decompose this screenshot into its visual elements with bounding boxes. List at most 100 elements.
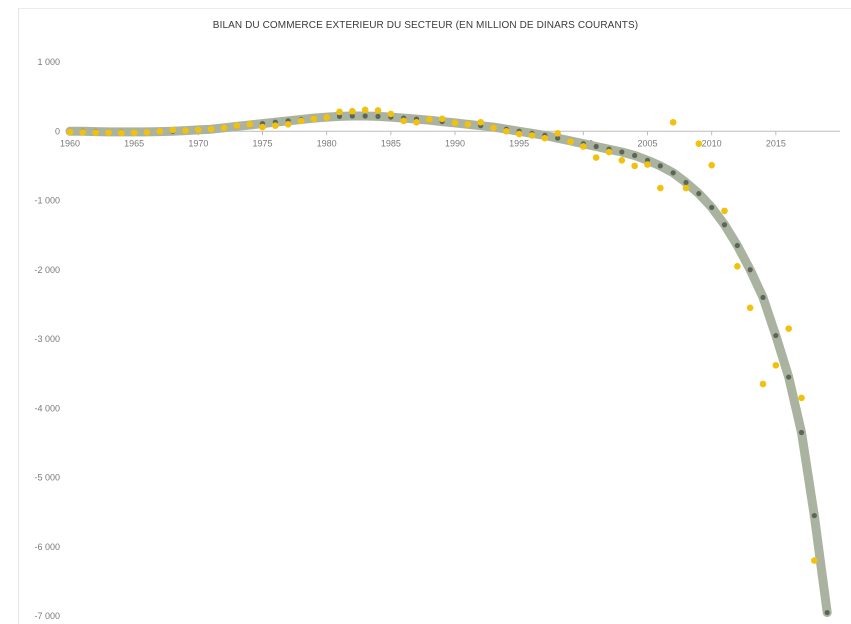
- x-tick-label: 1995: [509, 138, 529, 148]
- data-point: [400, 117, 407, 125]
- data-point: [105, 129, 112, 136]
- data-point: [246, 121, 253, 128]
- data-point: [413, 118, 420, 126]
- trend-point: [721, 222, 728, 228]
- data-point: [79, 128, 87, 136]
- data-point: [605, 148, 613, 156]
- trend-point: [798, 429, 805, 436]
- data-point: [259, 123, 266, 131]
- data-point: [644, 161, 651, 168]
- data-point: [233, 122, 241, 130]
- data-point: [734, 262, 741, 270]
- x-tick-label: 1985: [381, 138, 401, 148]
- data-point: [349, 107, 356, 115]
- data-point: [118, 129, 125, 137]
- data-point: [464, 121, 472, 128]
- data-point: [490, 124, 497, 132]
- data-point: [541, 134, 549, 142]
- y-tick-label: 0: [55, 126, 60, 136]
- data-point: [515, 130, 523, 138]
- y-tick-label: -7 000: [34, 611, 60, 621]
- data-point: [220, 124, 228, 132]
- trend-point: [811, 512, 817, 519]
- data-point: [798, 394, 805, 402]
- trend-point: [824, 609, 830, 616]
- data-point: [130, 129, 138, 136]
- data-point: [66, 128, 74, 136]
- trend-point: [747, 267, 753, 273]
- data-point: [195, 126, 202, 134]
- data-point: [169, 126, 176, 134]
- data-point: [811, 557, 818, 564]
- x-tick-label: 1975: [252, 138, 272, 148]
- data-point: [272, 122, 279, 130]
- x-tick-label: 2005: [637, 138, 657, 148]
- x-tick-label: 1970: [188, 138, 208, 148]
- trend-line: [65, 111, 832, 617]
- data-point: [785, 325, 792, 332]
- trend-point: [734, 242, 740, 249]
- trend-point: [696, 190, 702, 197]
- trend-point: [362, 113, 368, 119]
- data-point: [207, 125, 215, 133]
- data-point: [528, 132, 536, 139]
- data-point: [156, 127, 164, 135]
- y-tick-label: -2 000: [34, 265, 60, 275]
- data-point: [772, 362, 780, 369]
- trend-point: [375, 113, 381, 119]
- trend-point: [555, 135, 561, 141]
- y-tick-label: -3 000: [34, 334, 60, 344]
- data-point: [746, 304, 754, 312]
- y-tick-label: -4 000: [34, 403, 60, 413]
- trend-point: [336, 113, 343, 119]
- data-point: [143, 128, 151, 136]
- data-point: [361, 106, 369, 114]
- data-point: [592, 154, 600, 161]
- y-tick-label: -5 000: [34, 473, 60, 483]
- data-point: [182, 127, 189, 134]
- y-tick-label: -6 000: [34, 542, 60, 552]
- x-tick-label: 1990: [445, 138, 465, 148]
- x-tick-label: 1980: [317, 138, 337, 148]
- chart-area: [18, 8, 851, 624]
- trend-point: [773, 332, 779, 339]
- trend-point: [657, 163, 663, 169]
- x-tick-label: 2015: [766, 138, 786, 148]
- data-point: [657, 184, 664, 192]
- data-point: [451, 119, 459, 127]
- trend-point: [683, 179, 689, 186]
- trend-point: [593, 143, 599, 150]
- trend-point: [670, 170, 676, 176]
- data-point: [695, 140, 703, 148]
- trend-point: [709, 204, 715, 211]
- data-point: [426, 116, 433, 123]
- data-point: [438, 115, 446, 123]
- data-point: [721, 207, 728, 215]
- data-point: [374, 107, 382, 114]
- y-tick-label: 1 000: [37, 57, 60, 67]
- data-point: [336, 108, 343, 116]
- data-point: [387, 110, 395, 118]
- data-point: [477, 118, 484, 126]
- data-point: [92, 129, 99, 136]
- trend-point: [349, 113, 355, 119]
- data-point: [618, 157, 626, 164]
- data-point: [759, 380, 767, 388]
- data-point: [284, 121, 292, 128]
- y-tick-label: -1 000: [34, 196, 60, 206]
- data-point: [503, 127, 510, 135]
- data-point: [567, 138, 574, 145]
- data-point: [682, 184, 690, 192]
- data-point: [669, 118, 677, 126]
- data-point: [323, 114, 330, 121]
- trend-point: [619, 149, 625, 155]
- data-point: [297, 117, 305, 125]
- data-point: [554, 130, 561, 137]
- data-point: [708, 161, 715, 169]
- trend-point: [760, 294, 766, 301]
- data-point: [310, 115, 318, 123]
- data-point: [631, 162, 638, 170]
- data-point: [580, 143, 587, 150]
- x-tick-label: 1960: [60, 138, 80, 148]
